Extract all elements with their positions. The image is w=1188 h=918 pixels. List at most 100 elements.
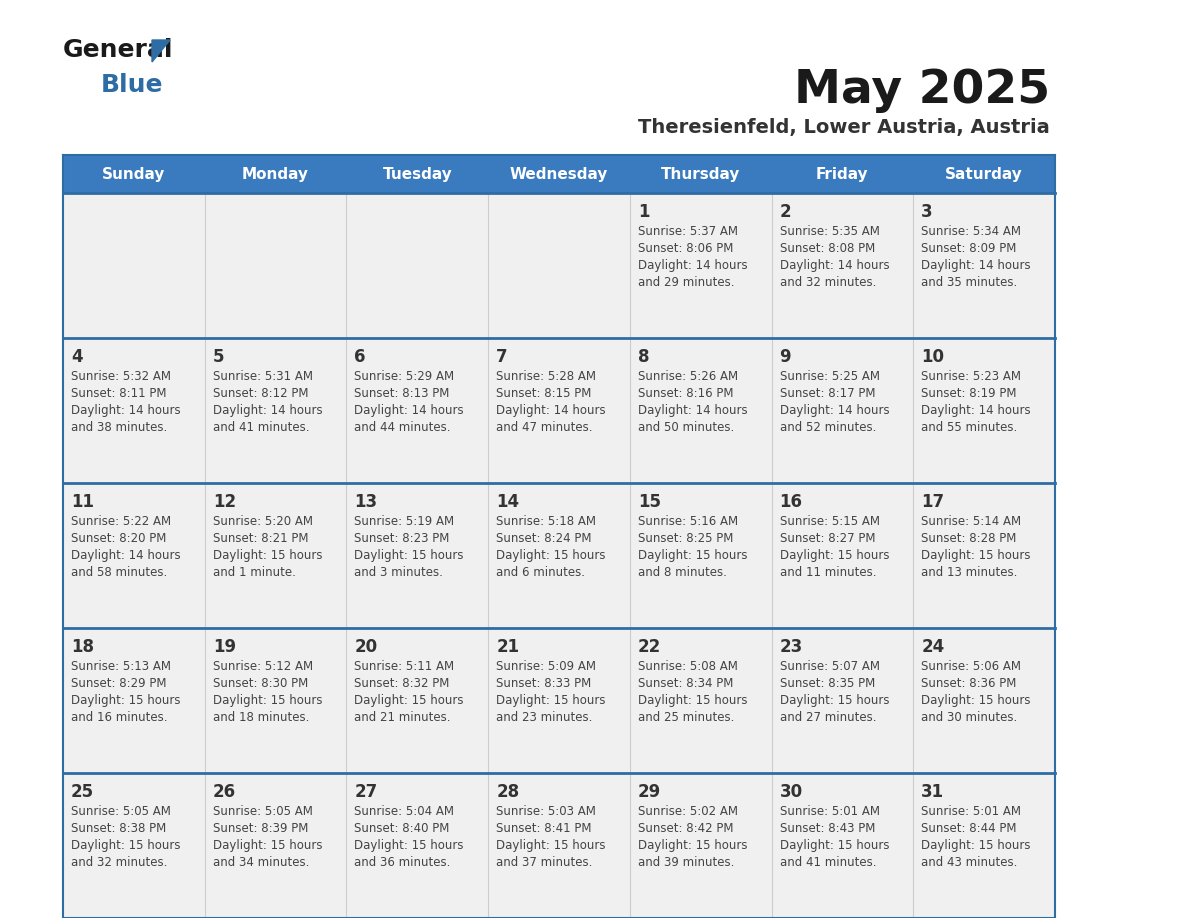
Text: May 2025: May 2025 [794, 68, 1050, 113]
Text: Sunset: 8:21 PM: Sunset: 8:21 PM [213, 532, 308, 545]
Text: 21: 21 [497, 638, 519, 656]
Text: Sunrise: 5:02 AM: Sunrise: 5:02 AM [638, 805, 738, 818]
Text: Daylight: 14 hours: Daylight: 14 hours [497, 404, 606, 417]
Text: Sunset: 8:11 PM: Sunset: 8:11 PM [71, 387, 166, 400]
Text: Saturday: Saturday [946, 166, 1023, 182]
Text: 15: 15 [638, 493, 661, 511]
Text: Sunrise: 5:23 AM: Sunrise: 5:23 AM [921, 370, 1022, 383]
Text: Sunrise: 5:16 AM: Sunrise: 5:16 AM [638, 515, 738, 528]
Text: 19: 19 [213, 638, 236, 656]
Text: 11: 11 [71, 493, 94, 511]
Text: Sunset: 8:30 PM: Sunset: 8:30 PM [213, 677, 308, 690]
Text: Sunset: 8:08 PM: Sunset: 8:08 PM [779, 242, 874, 255]
Text: and 30 minutes.: and 30 minutes. [921, 711, 1018, 724]
Text: and 29 minutes.: and 29 minutes. [638, 276, 734, 289]
Text: Sunset: 8:39 PM: Sunset: 8:39 PM [213, 822, 308, 835]
Text: Sunrise: 5:14 AM: Sunrise: 5:14 AM [921, 515, 1022, 528]
Text: 10: 10 [921, 348, 944, 366]
Text: Sunrise: 5:34 AM: Sunrise: 5:34 AM [921, 225, 1022, 238]
Text: Sunset: 8:43 PM: Sunset: 8:43 PM [779, 822, 874, 835]
Text: and 32 minutes.: and 32 minutes. [71, 856, 168, 869]
Text: and 21 minutes.: and 21 minutes. [354, 711, 451, 724]
Text: and 50 minutes.: and 50 minutes. [638, 421, 734, 434]
Text: Daylight: 14 hours: Daylight: 14 hours [71, 404, 181, 417]
Text: Daylight: 15 hours: Daylight: 15 hours [638, 549, 747, 562]
Text: Daylight: 14 hours: Daylight: 14 hours [638, 404, 747, 417]
Text: Blue: Blue [101, 73, 164, 97]
Text: 17: 17 [921, 493, 944, 511]
Text: and 35 minutes.: and 35 minutes. [921, 276, 1018, 289]
Text: Sunrise: 5:01 AM: Sunrise: 5:01 AM [921, 805, 1022, 818]
Text: Sunset: 8:29 PM: Sunset: 8:29 PM [71, 677, 166, 690]
Text: Sunrise: 5:22 AM: Sunrise: 5:22 AM [71, 515, 171, 528]
Text: Sunset: 8:17 PM: Sunset: 8:17 PM [779, 387, 876, 400]
Text: 26: 26 [213, 783, 236, 801]
Text: and 18 minutes.: and 18 minutes. [213, 711, 309, 724]
Text: and 36 minutes.: and 36 minutes. [354, 856, 450, 869]
Text: Daylight: 15 hours: Daylight: 15 hours [213, 694, 322, 707]
Text: Sunset: 8:13 PM: Sunset: 8:13 PM [354, 387, 450, 400]
Text: Wednesday: Wednesday [510, 166, 608, 182]
Text: Sunset: 8:34 PM: Sunset: 8:34 PM [638, 677, 733, 690]
Text: 4: 4 [71, 348, 83, 366]
Text: 28: 28 [497, 783, 519, 801]
Text: Daylight: 14 hours: Daylight: 14 hours [779, 404, 889, 417]
Bar [63, 773, 1055, 918]
Text: Sunrise: 5:31 AM: Sunrise: 5:31 AM [213, 370, 312, 383]
Text: 27: 27 [354, 783, 378, 801]
Text: Tuesday: Tuesday [383, 166, 453, 182]
Text: Daylight: 15 hours: Daylight: 15 hours [638, 694, 747, 707]
Text: Sunset: 8:44 PM: Sunset: 8:44 PM [921, 822, 1017, 835]
Text: Daylight: 15 hours: Daylight: 15 hours [497, 549, 606, 562]
Text: Daylight: 15 hours: Daylight: 15 hours [213, 839, 322, 852]
Text: Sunrise: 5:06 AM: Sunrise: 5:06 AM [921, 660, 1022, 673]
Text: and 16 minutes.: and 16 minutes. [71, 711, 168, 724]
Text: and 13 minutes.: and 13 minutes. [921, 566, 1018, 579]
Text: Sunrise: 5:18 AM: Sunrise: 5:18 AM [497, 515, 596, 528]
Text: and 8 minutes.: and 8 minutes. [638, 566, 727, 579]
Text: 25: 25 [71, 783, 94, 801]
Text: Sunset: 8:28 PM: Sunset: 8:28 PM [921, 532, 1017, 545]
Text: Sunset: 8:12 PM: Sunset: 8:12 PM [213, 387, 308, 400]
Text: Daylight: 14 hours: Daylight: 14 hours [779, 259, 889, 272]
Text: Sunrise: 5:04 AM: Sunrise: 5:04 AM [354, 805, 455, 818]
Text: Sunday: Sunday [102, 166, 165, 182]
Text: Sunrise: 5:01 AM: Sunrise: 5:01 AM [779, 805, 879, 818]
Text: and 34 minutes.: and 34 minutes. [213, 856, 309, 869]
Text: Sunrise: 5:37 AM: Sunrise: 5:37 AM [638, 225, 738, 238]
Text: 16: 16 [779, 493, 803, 511]
Text: Daylight: 15 hours: Daylight: 15 hours [779, 549, 889, 562]
Text: and 52 minutes.: and 52 minutes. [779, 421, 876, 434]
Text: Sunrise: 5:35 AM: Sunrise: 5:35 AM [779, 225, 879, 238]
Text: 7: 7 [497, 348, 507, 366]
Text: Sunrise: 5:15 AM: Sunrise: 5:15 AM [779, 515, 879, 528]
Text: and 37 minutes.: and 37 minutes. [497, 856, 593, 869]
Text: Daylight: 15 hours: Daylight: 15 hours [354, 694, 465, 707]
Text: and 32 minutes.: and 32 minutes. [779, 276, 876, 289]
Text: Sunrise: 5:26 AM: Sunrise: 5:26 AM [638, 370, 738, 383]
Text: Thursday: Thursday [661, 166, 740, 182]
Text: Daylight: 15 hours: Daylight: 15 hours [638, 839, 747, 852]
Text: Daylight: 14 hours: Daylight: 14 hours [71, 549, 181, 562]
Text: Sunset: 8:40 PM: Sunset: 8:40 PM [354, 822, 450, 835]
Bar [63, 338, 1055, 483]
Text: Sunset: 8:41 PM: Sunset: 8:41 PM [497, 822, 592, 835]
Text: Daylight: 15 hours: Daylight: 15 hours [921, 694, 1031, 707]
Text: Sunset: 8:09 PM: Sunset: 8:09 PM [921, 242, 1017, 255]
Text: Sunrise: 5:29 AM: Sunrise: 5:29 AM [354, 370, 455, 383]
Text: Sunset: 8:42 PM: Sunset: 8:42 PM [638, 822, 733, 835]
Text: 30: 30 [779, 783, 803, 801]
Text: Sunset: 8:25 PM: Sunset: 8:25 PM [638, 532, 733, 545]
Text: 2: 2 [779, 203, 791, 221]
Text: Theresienfeld, Lower Austria, Austria: Theresienfeld, Lower Austria, Austria [638, 118, 1050, 137]
Text: 3: 3 [921, 203, 933, 221]
Text: Sunrise: 5:11 AM: Sunrise: 5:11 AM [354, 660, 455, 673]
Text: 18: 18 [71, 638, 94, 656]
Text: and 39 minutes.: and 39 minutes. [638, 856, 734, 869]
Text: Daylight: 15 hours: Daylight: 15 hours [779, 839, 889, 852]
Text: Sunrise: 5:20 AM: Sunrise: 5:20 AM [213, 515, 312, 528]
Text: 1: 1 [638, 203, 650, 221]
Text: Monday: Monday [242, 166, 309, 182]
Text: Sunset: 8:24 PM: Sunset: 8:24 PM [497, 532, 592, 545]
Text: 14: 14 [497, 493, 519, 511]
